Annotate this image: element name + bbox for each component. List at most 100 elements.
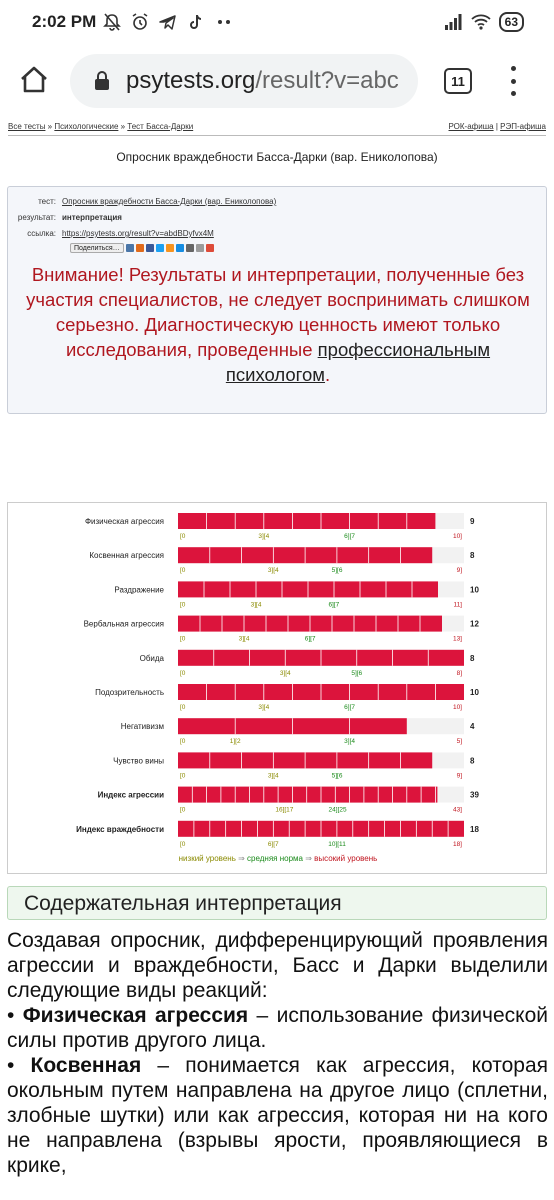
tick-label: 6][7 bbox=[344, 704, 355, 711]
category-label: Индекс агрессии bbox=[98, 791, 165, 800]
result-value: интерпретация bbox=[62, 213, 122, 222]
tick-label: 5][6 bbox=[351, 670, 362, 677]
tick-label: [0 bbox=[180, 738, 186, 745]
battery-indicator: 63 bbox=[498, 12, 524, 32]
tick-label: 3][4 bbox=[280, 670, 291, 677]
tick-label: 5] bbox=[457, 738, 463, 745]
list-item: • Косвенная – понимается как агрессия, к… bbox=[7, 1054, 548, 1177]
tick-label: 3][4 bbox=[344, 738, 355, 745]
legend-mid: средняя норма bbox=[247, 854, 303, 863]
category-label: Косвенная агрессия bbox=[89, 551, 164, 560]
bar-value-label: 18 bbox=[470, 825, 479, 834]
result-link[interactable]: https://psytests.org/result?v=abdBDyfvx4… bbox=[62, 229, 214, 238]
category-label: Физическая агрессия bbox=[85, 517, 164, 526]
livejournal-icon[interactable] bbox=[185, 244, 194, 252]
professional-psychologist-link[interactable]: профессиональным психологом bbox=[225, 339, 491, 385]
more-dots-icon bbox=[218, 20, 230, 24]
tick-label: 6][7 bbox=[268, 841, 279, 848]
tick-label: 16][17 bbox=[275, 807, 293, 814]
alarm-icon bbox=[132, 13, 148, 30]
tick-label: 6][7 bbox=[305, 636, 316, 643]
rap-poster-link[interactable]: РЭП-афиша bbox=[500, 122, 546, 131]
tick-label: [0 bbox=[180, 670, 186, 677]
tick-label: [0 bbox=[180, 601, 186, 608]
result-info-box: тест: Опросник враждебности Басса-Дарки … bbox=[7, 186, 547, 414]
interpretation-intro: Создавая опросник, дифференцирующий проя… bbox=[7, 929, 548, 1002]
list-item: • Физическая агрессия – использование фи… bbox=[7, 1004, 548, 1052]
status-time: 2:02 PM bbox=[32, 12, 97, 31]
legend-high: высокий уровень bbox=[314, 854, 378, 863]
tick-label: 10] bbox=[453, 704, 462, 711]
crumb-psychological[interactable]: Психологические bbox=[54, 122, 119, 131]
tick-label: [0 bbox=[180, 772, 186, 779]
url-text[interactable]: psytests.org/result?v=abc bbox=[126, 67, 399, 95]
crumb-all-tests[interactable]: Все тесты bbox=[8, 122, 46, 131]
tick-label: [0 bbox=[180, 636, 186, 643]
tick-label: 1][2 bbox=[230, 738, 241, 745]
category-label: Чувство вины bbox=[113, 756, 164, 765]
category-label: Вербальная агрессия bbox=[84, 620, 164, 629]
tab-switcher-button[interactable]: 11 bbox=[444, 68, 472, 94]
breadcrumb: Все тесты » Психологические » Тест Басса… bbox=[8, 120, 546, 136]
overflow-menu-icon[interactable] bbox=[506, 66, 520, 96]
info-link-row: ссылка: https://psytests.org/result?v=ab… bbox=[27, 229, 214, 238]
crumb-bass-darky[interactable]: Тест Басса-Дарки bbox=[127, 122, 194, 131]
info-result-row: результат: интерпретация bbox=[17, 213, 122, 222]
tick-label: 8] bbox=[457, 670, 463, 677]
bell-off-icon bbox=[103, 13, 121, 31]
interpretation-heading: Содержательная интерпретация bbox=[7, 886, 547, 920]
share-button[interactable]: Поделиться… bbox=[70, 243, 124, 253]
tick-label: 6][7 bbox=[328, 601, 339, 608]
disclaimer-warning: Внимание! Результаты и интерпретации, по… bbox=[26, 264, 530, 385]
bar-value-label: 8 bbox=[470, 654, 475, 663]
vk-icon[interactable] bbox=[125, 244, 134, 252]
tick-label: 3][4 bbox=[268, 772, 279, 779]
tick-label: 18] bbox=[453, 841, 462, 848]
bar-value-label: 4 bbox=[470, 722, 475, 731]
bar-value-label: 8 bbox=[470, 551, 475, 560]
tick-label: 10][11 bbox=[328, 841, 346, 848]
mailru-icon[interactable] bbox=[175, 244, 184, 252]
category-label: Обида bbox=[140, 654, 165, 663]
test-link[interactable]: Опросник враждебности Басса-Дарки (вар. … bbox=[62, 197, 277, 206]
tick-label: 9] bbox=[457, 567, 463, 574]
tick-label: [0 bbox=[180, 704, 186, 711]
odnoklassniki-icon[interactable] bbox=[165, 244, 174, 252]
bar-value-label: 8 bbox=[470, 756, 475, 765]
facebook-icon[interactable] bbox=[145, 244, 154, 252]
system-icons: 63 bbox=[443, 12, 524, 32]
status-bar: 2:02 PM 63 bbox=[0, 0, 554, 50]
bar-value-label: 9 bbox=[470, 517, 475, 526]
tick-label: [0 bbox=[180, 841, 186, 848]
lock-icon[interactable] bbox=[94, 71, 110, 91]
signal-icon bbox=[444, 14, 462, 30]
telegram-icon bbox=[159, 15, 176, 30]
link-icon[interactable] bbox=[195, 244, 204, 252]
googleplus-icon[interactable] bbox=[205, 244, 214, 252]
url-path: /result?v=abc bbox=[255, 67, 399, 94]
results-bar-chart: Физическая агрессия 9 [0 3][4 6][7 10] Косвенн… bbox=[76, 513, 479, 848]
address-bar[interactable]: psytests.org/result?v=abc bbox=[70, 54, 418, 108]
home-icon[interactable] bbox=[18, 64, 50, 96]
item-title: Косвенная bbox=[30, 1054, 142, 1077]
page-title: Опросник враждебности Басса-Дарки (вар. … bbox=[116, 150, 438, 164]
rock-poster-link[interactable]: РОК-афиша bbox=[448, 122, 494, 131]
twitter-icon[interactable] bbox=[155, 244, 164, 252]
tick-label: 3][4 bbox=[251, 601, 262, 608]
blogger-icon[interactable] bbox=[135, 244, 144, 252]
bar-value-label: 10 bbox=[470, 688, 479, 697]
legend-low: низкий уровень bbox=[178, 854, 236, 863]
browser-toolbar: psytests.org/result?v=abc 11 bbox=[0, 50, 554, 112]
bar bbox=[178, 786, 438, 803]
tick-label: 6][7 bbox=[344, 533, 355, 540]
tick-label: [0 bbox=[180, 567, 186, 574]
wifi-icon bbox=[471, 14, 491, 30]
url-host: psytests.org bbox=[126, 67, 256, 94]
interpretation-body: Создавая опросник, дифференцирующий проя… bbox=[7, 928, 548, 1178]
bar-value-label: 39 bbox=[470, 791, 479, 800]
tick-label: 13] bbox=[453, 636, 462, 643]
tick-label: 3][4 bbox=[258, 704, 269, 711]
category-label: Негативизм bbox=[121, 722, 164, 731]
scale-results-chart: Физическая агрессия 9 [0 3][4 6][7 10] Косвенн… bbox=[7, 502, 547, 874]
item-title: Физическая агрессия bbox=[22, 1004, 249, 1027]
